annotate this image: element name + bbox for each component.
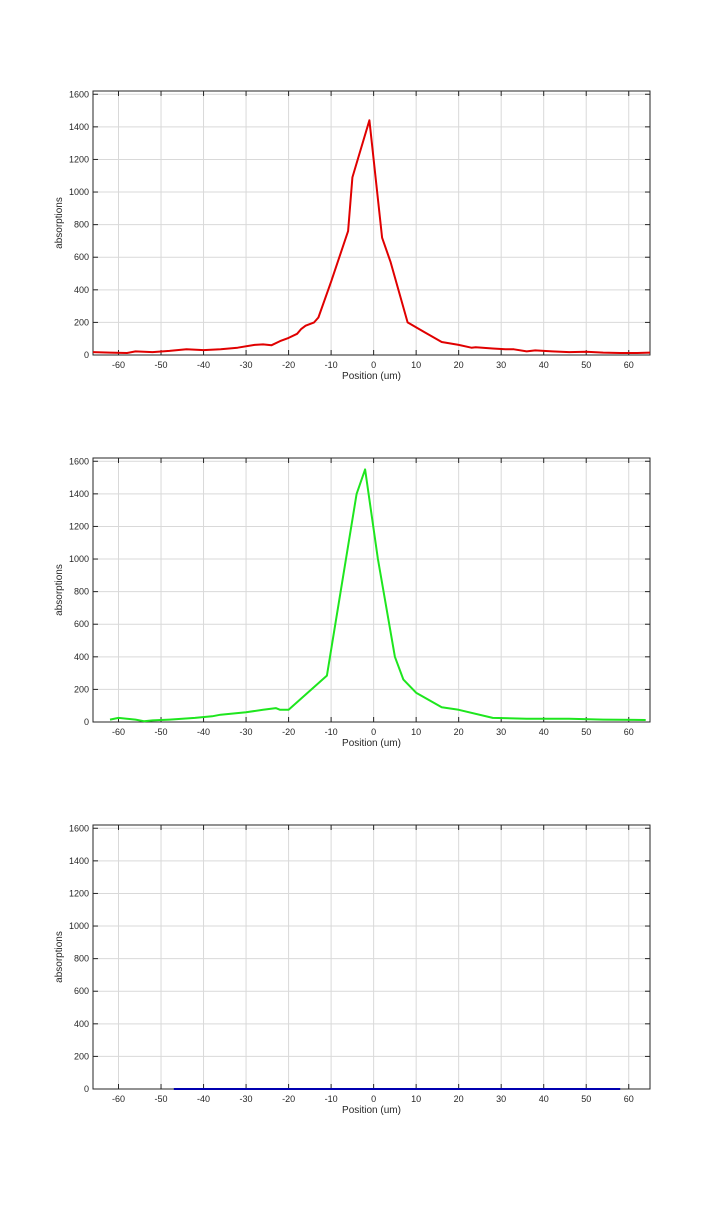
x-tick-label-2-8: 20	[454, 727, 464, 737]
y-tick-label-2-1: 200	[74, 684, 89, 694]
x-tick-label-1-9: 30	[496, 360, 506, 370]
x-tick-label-2-7: 10	[411, 727, 421, 737]
y-tick-label-3-0: 0	[84, 1084, 89, 1094]
x-tick-label-2-5: -10	[325, 727, 338, 737]
x-tick-label-2-1: -50	[155, 727, 168, 737]
y-tick-label-3-6: 1200	[69, 888, 89, 898]
x-tick-label-3-3: -30	[240, 1094, 253, 1104]
y-axis-label-2: absorptions	[54, 564, 65, 616]
x-tick-label-3-2: -40	[197, 1094, 210, 1104]
x-tick-label-3-11: 50	[581, 1094, 591, 1104]
series-line-1	[92, 119, 651, 354]
x-tick-label-3-7: 10	[411, 1094, 421, 1104]
y-tick-label-2-7: 1400	[69, 489, 89, 499]
y-tick-label-1-3: 600	[74, 252, 89, 262]
x-tick-label-3-8: 20	[454, 1094, 464, 1104]
x-tick-label-1-10: 40	[539, 360, 549, 370]
x-tick-label-1-7: 10	[411, 360, 421, 370]
y-tick-label-1-2: 400	[74, 285, 89, 295]
y-tick-label-3-4: 800	[74, 954, 89, 964]
x-tick-label-2-11: 50	[581, 727, 591, 737]
x-tick-label-1-3: -30	[240, 360, 253, 370]
x-axis-label-1: Position (um)	[342, 371, 401, 382]
y-axis-label-1: absorptions	[54, 197, 65, 249]
y-tick-label-3-8: 1600	[69, 823, 89, 833]
y-tick-label-3-3: 600	[74, 986, 89, 996]
x-tick-label-1-4: -20	[282, 360, 295, 370]
x-axis-label-3: Position (um)	[342, 1105, 401, 1116]
x-tick-label-1-6: 0	[371, 360, 376, 370]
x-tick-label-2-3: -30	[240, 727, 253, 737]
axes-box-1	[92, 90, 651, 356]
y-tick-label-1-7: 1400	[69, 122, 89, 132]
x-tick-label-1-5: -10	[325, 360, 338, 370]
x-tick-label-1-8: 20	[454, 360, 464, 370]
x-tick-label-2-6: 0	[371, 727, 376, 737]
plot-area-3	[93, 825, 650, 1089]
y-tick-label-2-8: 1600	[69, 456, 89, 466]
x-tick-label-3-1: -50	[155, 1094, 168, 1104]
series-line-2	[109, 468, 646, 723]
y-tick-label-2-5: 1000	[69, 554, 89, 564]
x-tick-label-3-4: -20	[282, 1094, 295, 1104]
y-tick-label-1-8: 1600	[69, 89, 89, 99]
x-tick-label-2-9: 30	[496, 727, 506, 737]
y-tick-label-1-6: 1200	[69, 154, 89, 164]
y-tick-label-2-2: 400	[74, 652, 89, 662]
x-tick-label-2-0: -60	[112, 727, 125, 737]
x-tick-label-1-11: 50	[581, 360, 591, 370]
x-tick-label-2-12: 60	[624, 727, 634, 737]
y-tick-label-1-4: 800	[74, 220, 89, 230]
y-tick-label-1-0: 0	[84, 350, 89, 360]
x-tick-label-2-10: 40	[539, 727, 549, 737]
y-tick-label-2-4: 800	[74, 587, 89, 597]
x-tick-label-3-5: -10	[325, 1094, 338, 1104]
y-tick-label-3-5: 1000	[69, 921, 89, 931]
y-tick-label-1-5: 1000	[69, 187, 89, 197]
y-tick-label-2-6: 1200	[69, 521, 89, 531]
y-tick-label-3-7: 1400	[69, 856, 89, 866]
y-tick-label-3-2: 400	[74, 1019, 89, 1029]
x-tick-label-1-0: -60	[112, 360, 125, 370]
x-tick-label-3-0: -60	[112, 1094, 125, 1104]
y-tick-label-1-1: 200	[74, 317, 89, 327]
x-tick-label-2-4: -20	[282, 727, 295, 737]
y-axis-label-3: absorptions	[54, 931, 65, 983]
x-tick-label-2-2: -40	[197, 727, 210, 737]
x-tick-label-1-2: -40	[197, 360, 210, 370]
x-tick-label-3-6: 0	[371, 1094, 376, 1104]
x-tick-label-3-9: 30	[496, 1094, 506, 1104]
y-tick-label-2-3: 600	[74, 619, 89, 629]
y-tick-label-2-0: 0	[84, 717, 89, 727]
x-axis-label-2: Position (um)	[342, 738, 401, 749]
plot-area-2	[93, 458, 650, 722]
y-tick-label-3-1: 200	[74, 1051, 89, 1061]
x-tick-label-1-12: 60	[624, 360, 634, 370]
axes-box-2	[92, 457, 651, 723]
x-tick-label-3-12: 60	[624, 1094, 634, 1104]
x-tick-label-1-1: -50	[155, 360, 168, 370]
x-tick-label-3-10: 40	[539, 1094, 549, 1104]
